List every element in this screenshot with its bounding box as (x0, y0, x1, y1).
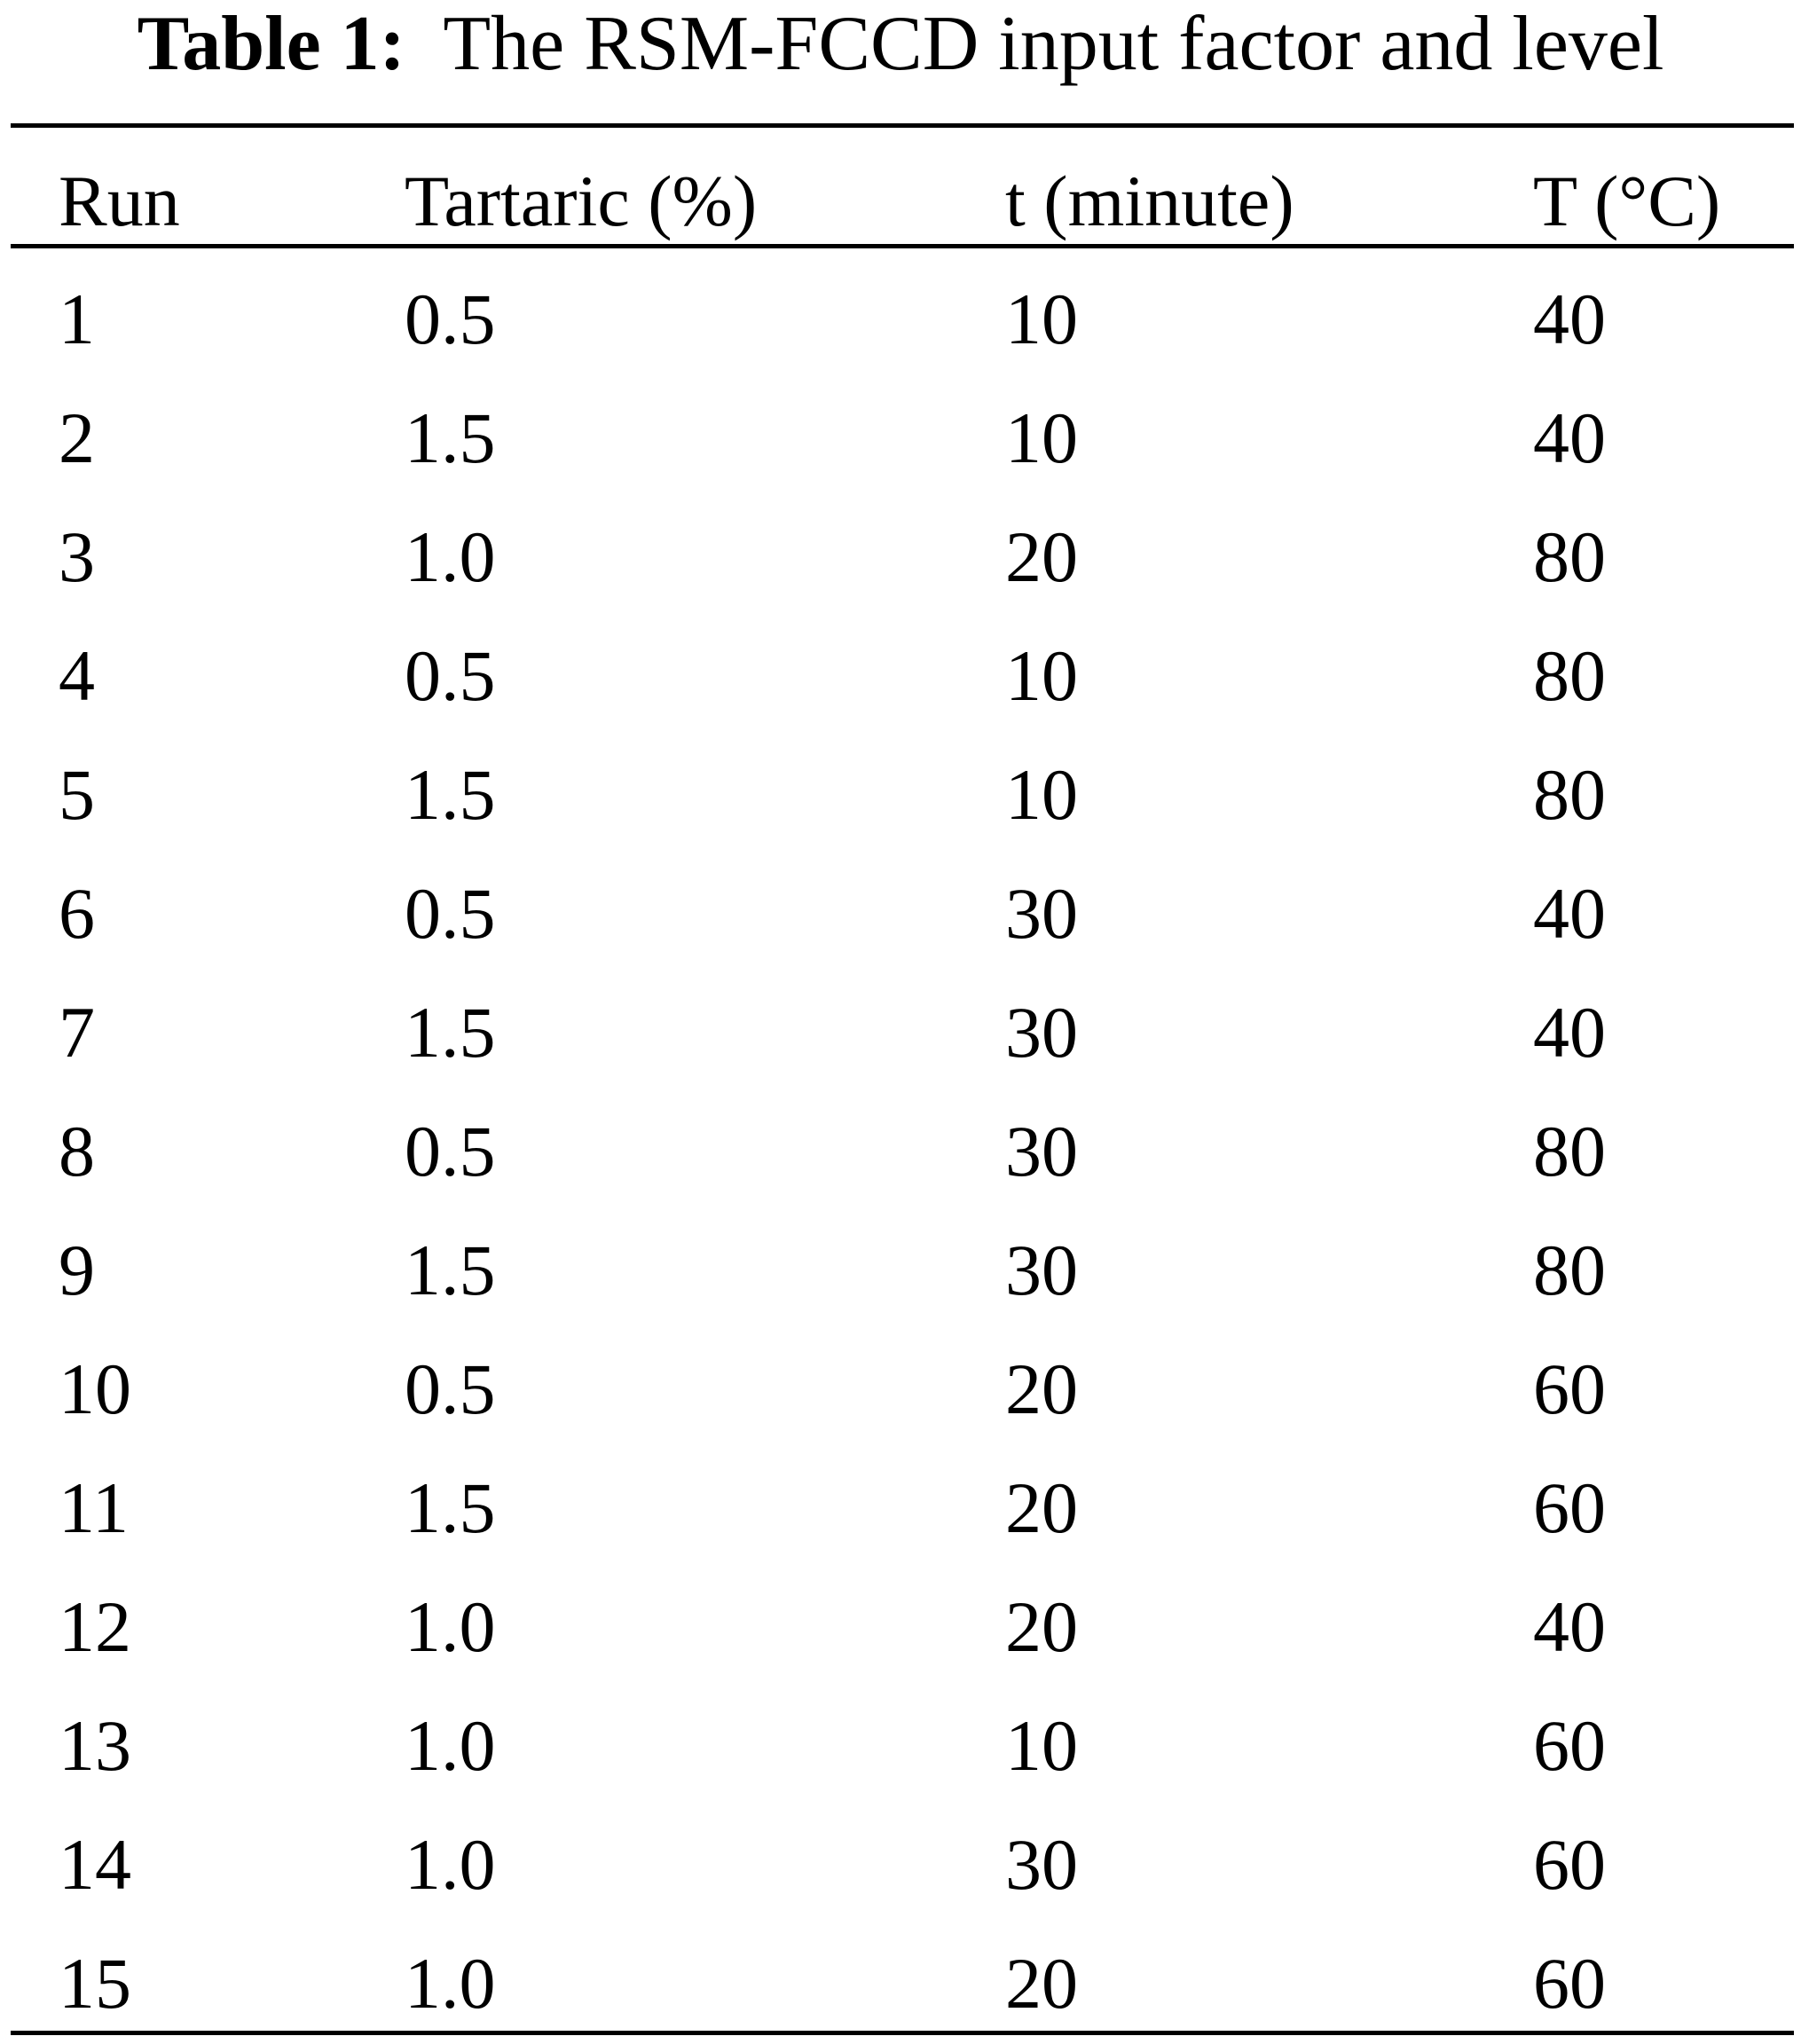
cell-run: 13 (59, 1705, 131, 1786)
cell-run: 3 (59, 516, 95, 597)
caption-label: Table 1: (137, 1, 405, 87)
cell-tartaric: 1.0 (405, 1586, 496, 1667)
cell-time: 30 (1005, 873, 1078, 954)
cell-run: 14 (59, 1824, 131, 1905)
cell-time: 20 (1005, 1467, 1078, 1548)
table-row: 12 1.0 20 40 (0, 1568, 1801, 1686)
header-rule (11, 244, 1794, 248)
table-row: 11 1.5 20 60 (0, 1449, 1801, 1568)
cell-run: 5 (59, 754, 95, 835)
cell-tartaric: 1.0 (405, 1943, 496, 2024)
cell-temperature: 60 (1533, 1467, 1606, 1548)
cell-run: 9 (59, 1230, 95, 1310)
header-time: t (minute) (1005, 161, 1294, 241)
cell-time: 10 (1005, 635, 1078, 716)
cell-temperature: 80 (1533, 635, 1606, 716)
cell-temperature: 80 (1533, 754, 1606, 835)
cell-temperature: 60 (1533, 1943, 1606, 2024)
cell-temperature: 80 (1533, 516, 1606, 597)
cell-tartaric: 0.5 (405, 1348, 496, 1429)
table-row: 5 1.5 10 80 (0, 735, 1801, 854)
cell-run: 8 (59, 1111, 95, 1191)
cell-run: 6 (59, 873, 95, 954)
cell-temperature: 80 (1533, 1230, 1606, 1310)
top-rule (11, 123, 1794, 128)
cell-tartaric: 1.5 (405, 754, 496, 835)
cell-tartaric: 1.5 (405, 992, 496, 1073)
cell-temperature: 60 (1533, 1705, 1606, 1786)
cell-run: 10 (59, 1348, 131, 1429)
cell-tartaric: 1.5 (405, 1467, 496, 1548)
cell-time: 10 (1005, 397, 1078, 478)
cell-tartaric: 1.5 (405, 1230, 496, 1310)
cell-temperature: 80 (1533, 1111, 1606, 1191)
cell-run: 12 (59, 1586, 131, 1667)
cell-run: 7 (59, 992, 95, 1073)
table-caption: Table 1: The RSM-FCCD input factor and l… (0, 0, 1801, 89)
table-row: 1 0.5 10 40 (0, 260, 1801, 379)
cell-tartaric: 1.0 (405, 1824, 496, 1905)
cell-temperature: 40 (1533, 397, 1606, 478)
table-row: 10 0.5 20 60 (0, 1330, 1801, 1449)
header-tartaric: Tartaric (%) (405, 161, 758, 241)
cell-time: 30 (1005, 992, 1078, 1073)
cell-tartaric: 0.5 (405, 279, 496, 359)
cell-time: 20 (1005, 1348, 1078, 1429)
cell-tartaric: 1.0 (405, 516, 496, 597)
cell-tartaric: 0.5 (405, 1111, 496, 1191)
bottom-rule (11, 2031, 1794, 2035)
cell-tartaric: 0.5 (405, 635, 496, 716)
table-row: 9 1.5 30 80 (0, 1211, 1801, 1330)
cell-run: 11 (59, 1467, 129, 1548)
cell-run: 4 (59, 635, 95, 716)
cell-time: 30 (1005, 1230, 1078, 1310)
cell-run: 15 (59, 1943, 131, 2024)
header-run: Run (59, 161, 180, 241)
table-row: 4 0.5 10 80 (0, 617, 1801, 735)
cell-time: 30 (1005, 1111, 1078, 1191)
cell-temperature: 40 (1533, 873, 1606, 954)
cell-time: 20 (1005, 1586, 1078, 1667)
cell-time: 20 (1005, 1943, 1078, 2024)
cell-run: 2 (59, 397, 95, 478)
table-row: 14 1.0 30 60 (0, 1805, 1801, 1924)
cell-tartaric: 1.5 (405, 397, 496, 478)
cell-tartaric: 0.5 (405, 873, 496, 954)
cell-temperature: 60 (1533, 1824, 1606, 1905)
table-row: 13 1.0 10 60 (0, 1686, 1801, 1805)
cell-time: 30 (1005, 1824, 1078, 1905)
cell-time: 10 (1005, 1705, 1078, 1786)
table-row: 7 1.5 30 40 (0, 973, 1801, 1092)
cell-tartaric: 1.0 (405, 1705, 496, 1786)
table-row: 15 1.0 20 60 (0, 1924, 1801, 2043)
table-row: 8 0.5 30 80 (0, 1092, 1801, 1211)
header-temperature: T (°C) (1533, 161, 1721, 241)
caption-text: The RSM-FCCD input factor and level (443, 1, 1664, 87)
table-row: 6 0.5 30 40 (0, 854, 1801, 973)
cell-time: 20 (1005, 516, 1078, 597)
cell-temperature: 60 (1533, 1348, 1606, 1429)
header-row: Run Tartaric (%) t (minute) T (°C) (0, 142, 1801, 261)
table-row: 3 1.0 20 80 (0, 498, 1801, 617)
cell-run: 1 (59, 279, 95, 359)
cell-temperature: 40 (1533, 992, 1606, 1073)
table-row: 2 1.5 10 40 (0, 379, 1801, 498)
cell-temperature: 40 (1533, 279, 1606, 359)
cell-temperature: 40 (1533, 1586, 1606, 1667)
cell-time: 10 (1005, 754, 1078, 835)
cell-time: 10 (1005, 279, 1078, 359)
